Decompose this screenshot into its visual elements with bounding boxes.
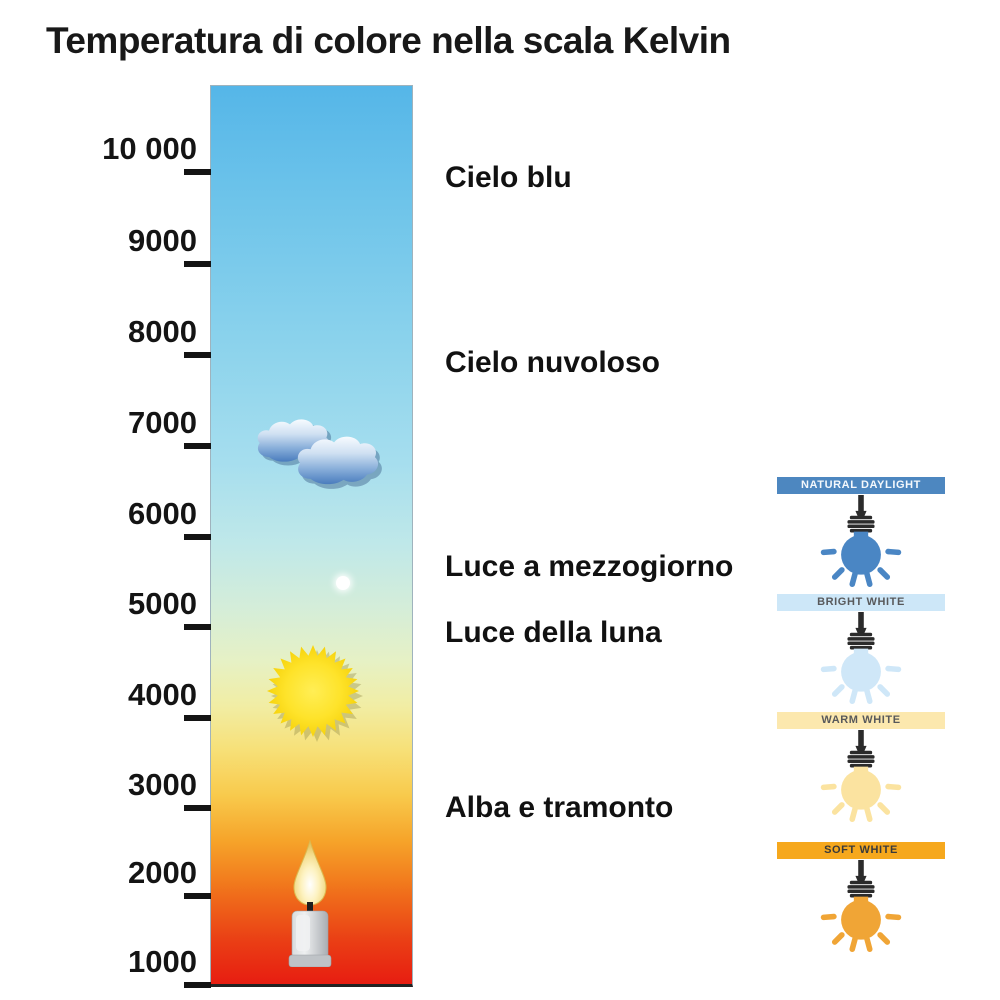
tick-mark [184, 443, 211, 449]
tick-label: 2000 [128, 855, 197, 890]
lightbulb-icon [820, 730, 902, 823]
tick-9000: 9000 [60, 223, 211, 267]
annotation-cielo-blu: Cielo blu [445, 161, 572, 194]
annotation-alba-e-tramonto: Alba e tramonto [445, 791, 674, 824]
tick-mark [184, 352, 211, 358]
tick-4000: 4000 [60, 677, 211, 721]
banner-warm-white: WARM WHITE [777, 712, 945, 729]
lightbulb-icon [820, 860, 902, 953]
tick-mark [184, 982, 211, 988]
sun-icon [267, 645, 363, 742]
tick-mark [184, 534, 211, 540]
bulb-base [847, 632, 875, 650]
kelvin-gradient-bar [210, 85, 413, 987]
tick-5000: 5000 [60, 586, 211, 630]
candle-wick [307, 902, 313, 913]
bulb-cord [855, 495, 867, 517]
tick-8000: 8000 [60, 314, 211, 358]
tick-mark [184, 624, 211, 630]
bulb-unit-soft-white: SOFT WHITE [777, 842, 945, 954]
tick-7000: 7000 [60, 405, 211, 449]
tick-label: 10 000 [102, 131, 197, 166]
bulb-cord [855, 612, 867, 634]
bulb-unit-natural-daylight: NATURAL DAYLIGHT [777, 477, 945, 589]
tick-1000: 1000 [60, 944, 211, 988]
candle-flame [293, 839, 327, 906]
candle-icon [288, 839, 332, 967]
annotation-cielo-nuvoloso: Cielo nuvoloso [445, 346, 661, 379]
tick-2000: 2000 [60, 855, 211, 899]
moon-icon [336, 576, 350, 590]
tick-mark [184, 261, 211, 267]
tick-label: 9000 [128, 223, 197, 258]
page-title: Temperatura di colore nella scala Kelvin [46, 20, 731, 61]
tick-mark [184, 715, 211, 721]
tick-label: 7000 [128, 405, 197, 440]
bulb-unit-warm-white: WARM WHITE [777, 712, 945, 824]
bulb-cord [855, 860, 867, 882]
bulb-base [847, 515, 875, 533]
banner-natural-daylight: NATURAL DAYLIGHT [777, 477, 945, 494]
tick-label: 4000 [128, 677, 197, 712]
lightbulb-icon [820, 612, 902, 705]
tick-label: 5000 [128, 586, 197, 621]
clouds-icon [257, 419, 382, 489]
tick-label: 8000 [128, 314, 197, 349]
annotation-luce-della-luna: Luce della luna [445, 616, 662, 649]
candle-base [288, 954, 332, 967]
lightbulb-icon [820, 495, 902, 588]
tick-label: 3000 [128, 767, 197, 802]
bulb-cord [855, 730, 867, 752]
bulb-unit-bright-white: BRIGHT WHITE [777, 594, 945, 706]
tick-mark [184, 169, 211, 175]
tick-label: 6000 [128, 496, 197, 531]
annotation-luce-a-mezzogiorno: Luce a mezzogiorno [445, 550, 734, 583]
tick-label: 1000 [128, 944, 197, 979]
banner-soft-white: SOFT WHITE [777, 842, 945, 859]
tick-mark [184, 805, 211, 811]
bulb-base [847, 880, 875, 898]
tick-3000: 3000 [60, 767, 211, 811]
tick-mark [184, 893, 211, 899]
bulb-base [847, 750, 875, 768]
tick-6000: 6000 [60, 496, 211, 540]
banner-bright-white: BRIGHT WHITE [777, 594, 945, 611]
tick-10000: 10 000 [60, 131, 211, 175]
